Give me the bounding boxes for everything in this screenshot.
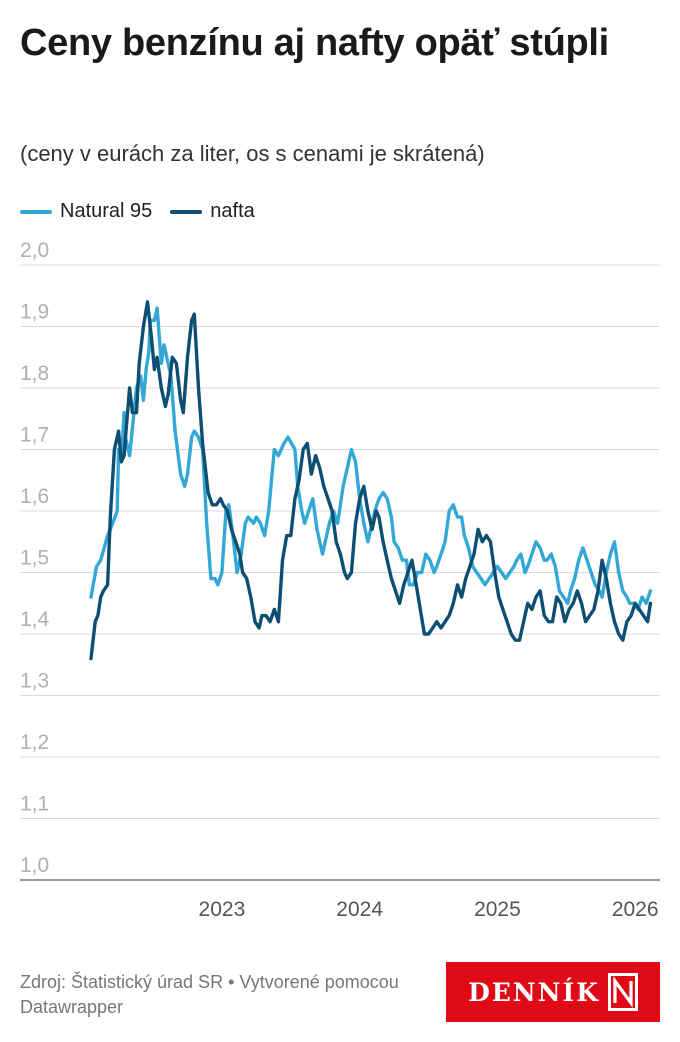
y-tick-label: 1,8: [20, 362, 49, 385]
y-tick-label: 1,0: [20, 854, 49, 877]
source-note: Zdroj: Štatistický úrad SR • Vytvorené p…: [20, 972, 399, 1017]
x-tick-label: 2025: [474, 898, 521, 921]
legend-label-nafta: nafta: [210, 200, 255, 222]
line-chart: 1,01,11,21,31,41,51,61,71,81,92,0 2023 20…: [20, 240, 660, 921]
y-tick-label: 1,7: [20, 424, 49, 447]
chart-subtitle: (ceny v eurách za liter, os s cenami je …: [20, 141, 485, 166]
y-tick-label: 2,0: [20, 240, 49, 262]
x-tick-label: 2026: [612, 898, 659, 921]
chart-title: Ceny benzínu aj nafty opäť stúpli: [20, 22, 609, 64]
x-tick-label: 2024: [336, 898, 383, 921]
x-axis-ticks: 2023 2024 2025 2026: [199, 898, 659, 921]
y-tick-label: 1,2: [20, 731, 49, 754]
y-tick-label: 1,5: [20, 547, 49, 570]
y-tick-label: 1,9: [20, 301, 49, 324]
legend-swatch-natural95: [20, 209, 52, 214]
y-tick-label: 1,3: [20, 670, 49, 693]
series-line-nafta: [89, 300, 653, 661]
y-axis-ticks: 1,0 1,1 1,2 1,3 1,4 1,5 1,6 1,7 1,8 1,9 2,0: [20, 240, 50, 877]
series-lines: [89, 300, 653, 661]
series-line-natural95: [89, 306, 653, 612]
y-tick-label: 1,6: [20, 485, 49, 508]
grid-lines: [20, 264, 660, 881]
logo-wordmark: DENNÍK: [468, 977, 600, 1007]
legend-item-nafta: nafta: [170, 200, 255, 223]
y-tick-label: 1,1: [20, 793, 49, 816]
legend-swatch-nafta: [170, 209, 203, 214]
dennik-n-logo: DENNÍK: [446, 962, 660, 1022]
y-tick-label: 1,4: [20, 608, 50, 631]
chart-legend: Natural 95 nafta: [20, 200, 255, 223]
legend-label-natural95: Natural 95: [60, 200, 153, 222]
x-tick-label: 2023: [199, 898, 246, 921]
logo-n-icon: [607, 973, 638, 1011]
legend-item-natural95: Natural 95: [20, 200, 152, 223]
